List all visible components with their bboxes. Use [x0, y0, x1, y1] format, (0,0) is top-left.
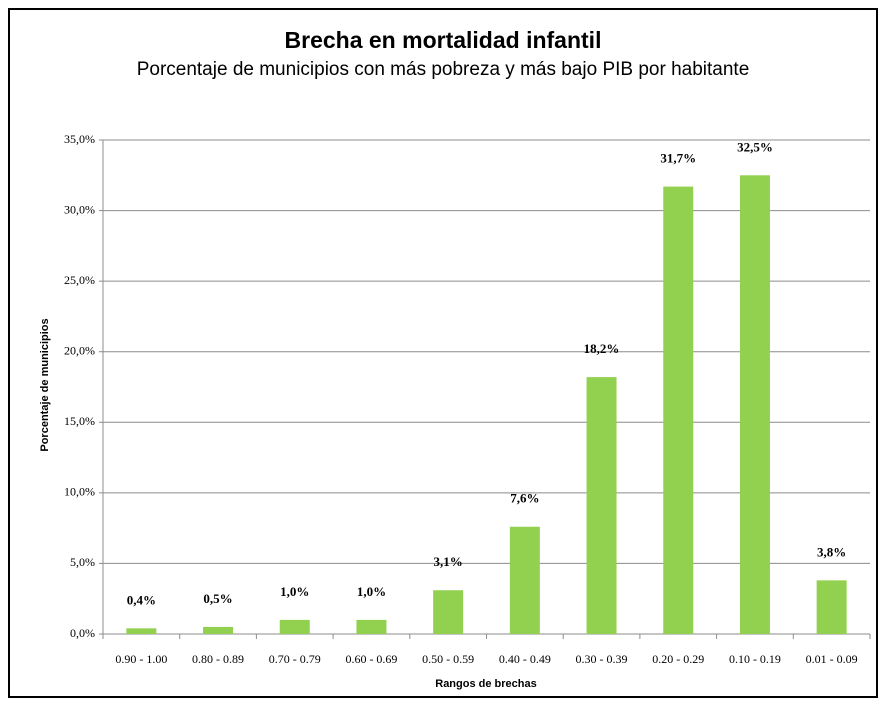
- data-label: 7,6%: [510, 491, 539, 506]
- chart-frame: [8, 8, 878, 698]
- data-label: 31,7%: [660, 151, 696, 166]
- chart-subtitle: Porcentaje de municipios con más pobreza…: [136, 59, 750, 80]
- data-label: 18,2%: [584, 341, 620, 356]
- data-label: 32,5%: [737, 139, 773, 154]
- bar: [586, 377, 617, 634]
- x-axis-label: Rangos de brechas: [435, 678, 536, 690]
- data-label: 3,8%: [817, 544, 846, 559]
- bar: [203, 626, 234, 634]
- y-tick-label: 10,0%: [64, 485, 95, 499]
- x-tick-label: 0.30 - 0.39: [576, 652, 628, 666]
- bar: [739, 175, 770, 635]
- y-tick-label: 15,0%: [64, 414, 95, 428]
- x-tick-label: 0.70 - 0.79: [269, 652, 321, 666]
- bar: [663, 186, 694, 634]
- y-tick-label: 30,0%: [64, 202, 95, 216]
- x-tick-label: 0.40 - 0.49: [499, 652, 551, 666]
- x-tick-label: 0.60 - 0.69: [345, 652, 397, 666]
- chart-title: Brecha en mortalidad infantil: [284, 27, 602, 53]
- y-tick-label: 5,0%: [70, 555, 95, 569]
- data-label: 0,5%: [203, 591, 232, 606]
- x-tick-label: 0.01 - 0.09: [806, 652, 858, 666]
- y-tick-label: 0,0%: [70, 626, 95, 640]
- bar: [356, 619, 387, 634]
- bar: [433, 590, 464, 634]
- x-tick-label: 0.80 - 0.89: [192, 652, 244, 666]
- data-label: 0,4%: [127, 592, 156, 607]
- x-tick-label: 0.90 - 1.00: [115, 652, 167, 666]
- data-label: 1,0%: [357, 584, 386, 599]
- x-tick-label: 0.50 - 0.59: [422, 652, 474, 666]
- bar: [279, 619, 310, 634]
- header: Brecha en mortalidad infantil Porcentaje…: [133, 24, 753, 84]
- y-tick-label: 35,0%: [64, 132, 95, 146]
- bar: [509, 526, 540, 634]
- y-axis-label: Porcentaje de municipios: [39, 318, 51, 451]
- data-label: 3,1%: [434, 554, 463, 569]
- bar: [126, 628, 157, 634]
- y-tick-label: 20,0%: [64, 343, 95, 357]
- y-tick-label: 25,0%: [64, 273, 95, 287]
- x-tick-label: 0.20 - 0.29: [652, 652, 704, 666]
- x-tick-label: 0.10 - 0.19: [729, 652, 781, 666]
- bar: [816, 580, 847, 634]
- data-label: 1,0%: [280, 584, 309, 599]
